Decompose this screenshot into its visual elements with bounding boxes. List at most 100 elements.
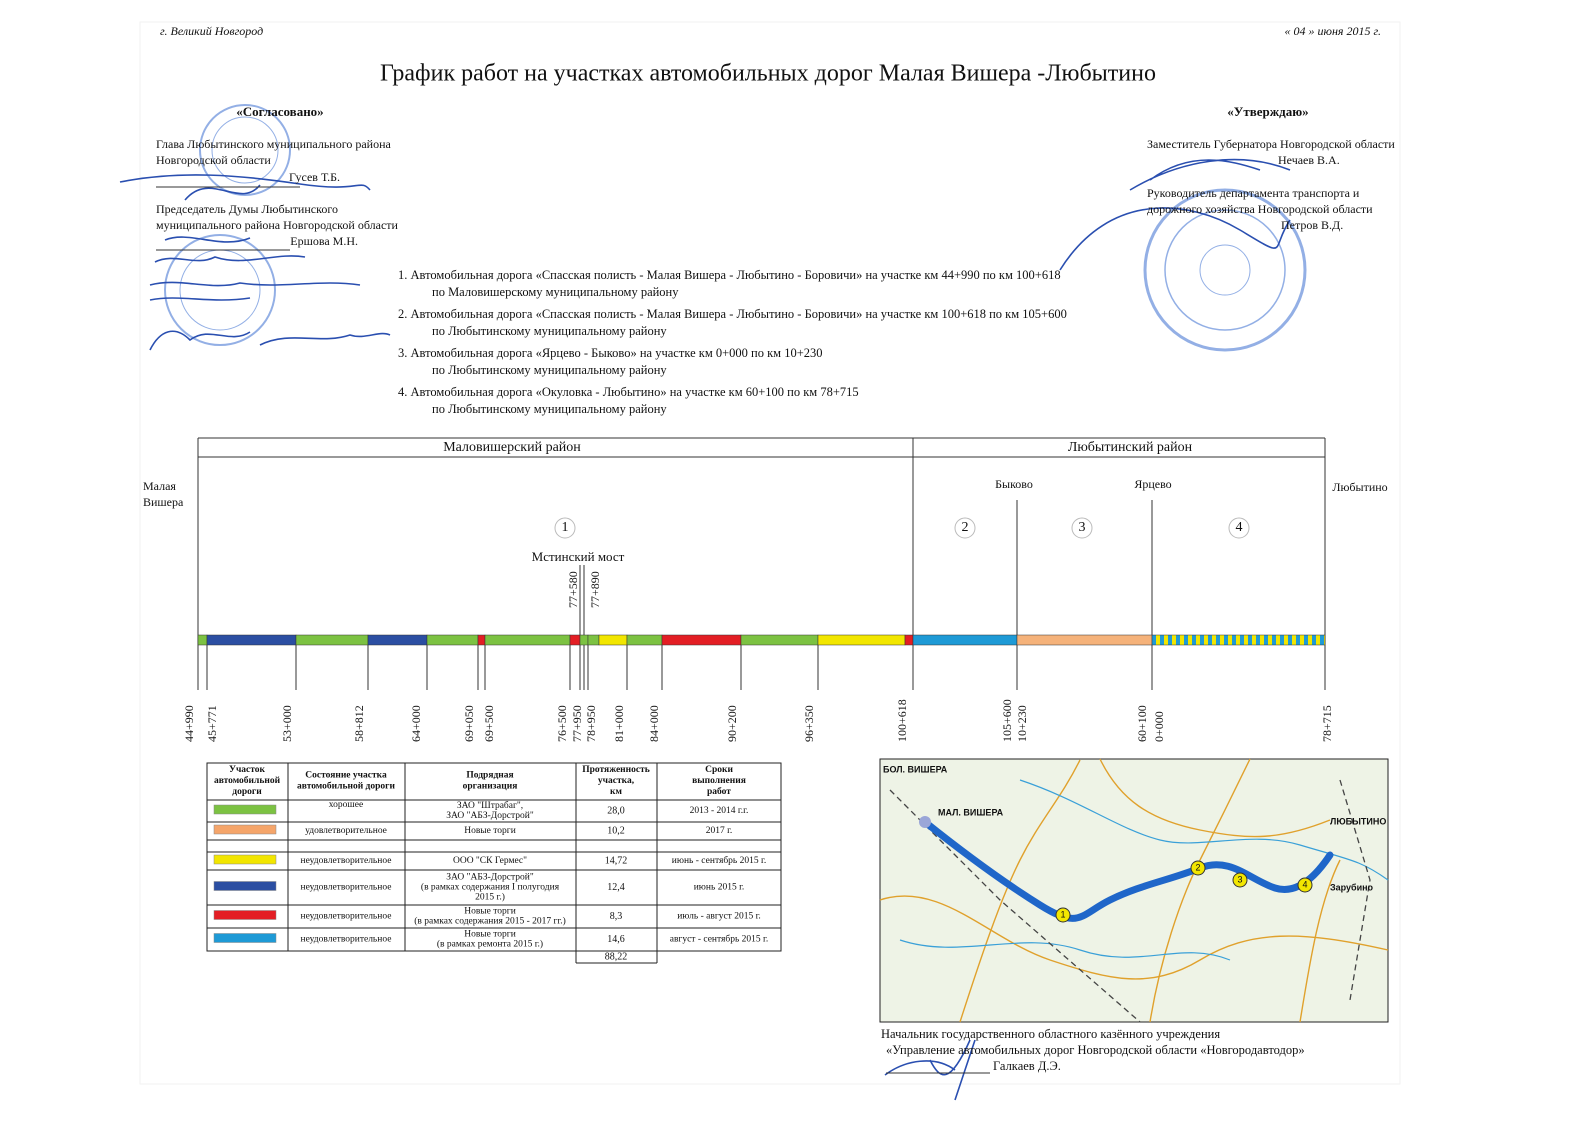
table-cell: (в рамках ремонта 2015 г.) (437, 939, 543, 950)
road-segment (904, 634, 914, 646)
legend-swatch (213, 933, 277, 943)
table-header: организация (463, 782, 518, 792)
map-marker-label: 1 (1060, 909, 1065, 919)
district: Маловишерский район (443, 440, 581, 455)
km-label: 76+500 (555, 705, 569, 742)
approval-line: Нечаев В.А. (1278, 153, 1340, 167)
table-cell: неудовлетворительное (301, 883, 392, 893)
section-circle (1071, 517, 1093, 539)
map-marker (1190, 860, 1206, 876)
road-segment (426, 634, 479, 646)
approval-line: Гусев Т.Б. (289, 170, 340, 184)
road-item: по Маловишерскому муниципальному району (432, 285, 679, 299)
map-marker-label: 3 (1237, 874, 1242, 884)
table-cell: 28,0 (607, 805, 625, 816)
table-cell: 14,6 (607, 934, 625, 945)
table-cell: 14,72 (605, 855, 628, 866)
bridge-km: 77+580 (566, 571, 580, 608)
place: Быково (995, 477, 1033, 491)
road-segment (206, 634, 297, 646)
km-label: 84+000 (647, 705, 661, 742)
map-marker (1232, 872, 1248, 888)
map-label: Зарубино (1330, 882, 1374, 892)
table-cell: 2017 г. (706, 826, 733, 836)
table-cell: июнь - сентябрь 2015 г. (672, 855, 766, 866)
road-segment (484, 634, 571, 646)
legend-swatch (213, 910, 277, 920)
road-segment (579, 634, 589, 646)
stamps (164, 104, 1307, 352)
km-label: 44+990 (182, 705, 196, 742)
table-cell: удовлетворительное (305, 826, 387, 836)
section-circle (1228, 517, 1250, 539)
road-segment (295, 634, 369, 646)
km-label: 64+000 (409, 705, 423, 742)
place: Ярцево (1134, 477, 1171, 491)
table-header: Состояние участка (305, 771, 387, 781)
table-header: Протяженность (582, 765, 650, 775)
km-label: 81+000 (612, 705, 626, 742)
table-header: автомобильной (214, 775, 281, 786)
table-header: участка, (598, 776, 635, 786)
bridge-km: 77+890 (588, 571, 602, 608)
map-label: БОЛ. ВИШЕРА (883, 764, 948, 774)
approval-line: Глава Любытинского муниципального района (156, 137, 392, 151)
approval-line: Новгородской области (156, 153, 271, 167)
footer-line: Галкаев Д.Э. (993, 1059, 1061, 1073)
title: График работ на участках автомобильных д… (380, 61, 1156, 87)
map (879, 758, 1389, 1023)
km-label: 60+100 (1135, 705, 1149, 742)
table-cell: ЗАО "АБЗ-Дорстрой" (446, 872, 534, 883)
km-label: 90+200 (725, 705, 739, 742)
place: Вишера (143, 495, 184, 509)
km-label: 78+950 (584, 705, 598, 742)
section-number: 1 (562, 520, 569, 535)
section-circle (554, 517, 576, 539)
table-cell: неудовлетворительное (301, 912, 392, 922)
road-segment (912, 634, 1018, 646)
legend-swatch (213, 824, 277, 835)
km-label: 0+000 (1152, 711, 1166, 742)
km-label: 69+500 (482, 705, 496, 742)
map-marker-label: 4 (1302, 879, 1307, 889)
table-header: выполнения (692, 776, 746, 786)
place: Малая (143, 479, 176, 493)
legend-swatch (213, 881, 277, 891)
road-segment (740, 634, 819, 646)
road-segment (626, 634, 663, 646)
road-item: по Любытинскому муниципальному району (432, 324, 667, 338)
road-item: 2. Автомобильная дорога «Спасская полист… (398, 307, 1067, 321)
footer-line: Начальник государственного областного ка… (881, 1027, 1220, 1041)
table-header: км (610, 787, 622, 797)
table-cell: 12,4 (607, 882, 625, 893)
road-item: 3. Автомобильная дорога «Ярцево - Быково… (398, 346, 823, 360)
date: « 04 » июня 2015 г. (1284, 24, 1381, 38)
km-label: 58+812 (352, 705, 366, 742)
table-cell: Новые торги (464, 930, 516, 940)
approval-heading: «Согласовано» (236, 104, 323, 119)
km-label: 78+715 (1320, 705, 1334, 742)
bridge-label: Мстинский мост (532, 549, 625, 564)
table-cell: июнь 2015 г. (694, 883, 745, 893)
table-cell: неудовлетворительное (301, 935, 392, 945)
table-cell: июль - август 2015 г. (677, 912, 761, 922)
approval-line: Руководитель департамента транспорта и (1147, 186, 1360, 200)
table-cell: неудовлетворительное (301, 856, 392, 866)
road-segment (1151, 634, 1326, 646)
table-cell: ЗАО "Штрабаг", (457, 800, 523, 811)
table-header: Сроки (705, 765, 733, 775)
km-label: 69+050 (462, 705, 476, 742)
legend-swatch (213, 804, 277, 815)
footer-line: «Управление автомобильных дорог Новгород… (886, 1043, 1305, 1057)
table-cell: Новые торги (464, 907, 516, 917)
scan-border (139, 21, 1401, 1085)
km-label: 10+230 (1015, 705, 1029, 742)
road-item: по Любытинскому муниципальному району (432, 363, 667, 377)
table-cell: ЗАО "АБЗ-Дорстрой" (446, 810, 534, 821)
road-item: 4. Автомобильная дорога «Окуловка - Любы… (398, 385, 859, 399)
signatures (119, 158, 1291, 1101)
road-item: по Любытинскому муниципальному району (432, 402, 667, 416)
road-segment (661, 634, 742, 646)
